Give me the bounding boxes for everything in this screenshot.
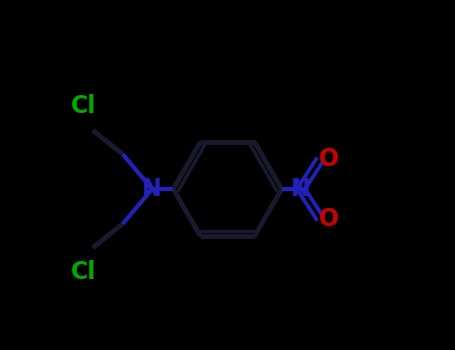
Text: O: O	[319, 147, 339, 171]
Text: N: N	[142, 177, 162, 201]
Text: Cl: Cl	[71, 260, 96, 284]
Text: O: O	[319, 207, 339, 231]
Text: N: N	[291, 177, 311, 201]
Text: Cl: Cl	[71, 94, 96, 118]
